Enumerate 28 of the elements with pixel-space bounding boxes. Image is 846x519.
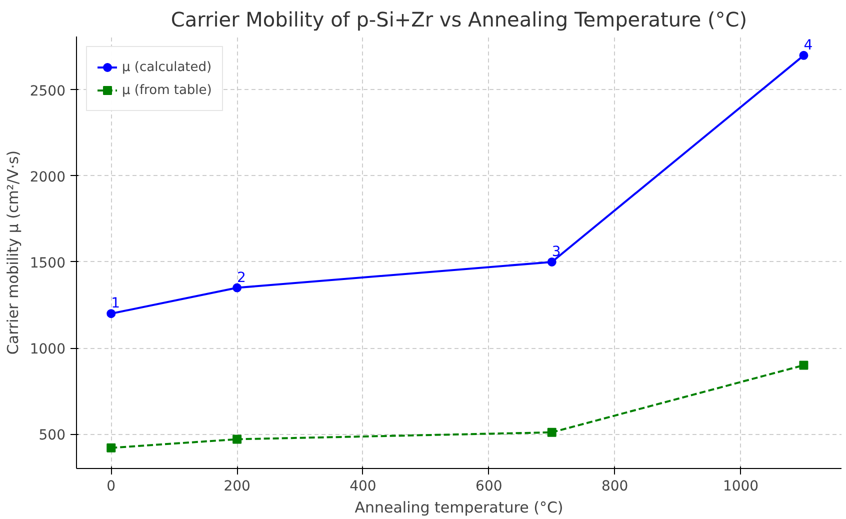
x-tick-label: 600 xyxy=(476,478,502,494)
point xyxy=(799,50,808,60)
x-tick-label: 1000 xyxy=(722,478,759,494)
y-tick-label: 2500 xyxy=(30,83,66,100)
point xyxy=(106,309,116,318)
point xyxy=(547,428,556,437)
point xyxy=(232,434,242,444)
y-tick-label: 500 xyxy=(38,428,66,444)
legend-label: μ (calculated) xyxy=(122,60,212,74)
point xyxy=(547,257,556,266)
x-tick-label: 400 xyxy=(350,478,376,494)
y-tick-label: 1500 xyxy=(30,255,66,272)
x-tick-label: 800 xyxy=(601,478,628,494)
x-tick-label: 0 xyxy=(106,478,116,494)
y-tick-label: 2000 xyxy=(30,169,66,186)
annotation: 4 xyxy=(804,37,813,54)
point xyxy=(799,360,808,370)
chart-title: Carrier Mobility of p-Si+Zr vs Annealing Temperature (°C) xyxy=(170,8,748,32)
y-axis-title: Carrier mobility μ (cm²/V·s) xyxy=(4,150,22,355)
point xyxy=(232,283,242,292)
point xyxy=(106,443,116,452)
y-tick-label: 1000 xyxy=(30,342,66,358)
annotation: 3 xyxy=(552,244,561,260)
x-axis-title: Annealing temperature (°C) xyxy=(354,498,564,516)
annotation: 1 xyxy=(111,296,120,312)
legend-label: μ (from table) xyxy=(122,82,212,98)
annotation: 2 xyxy=(237,270,246,286)
x-tick-label: 200 xyxy=(224,478,250,494)
